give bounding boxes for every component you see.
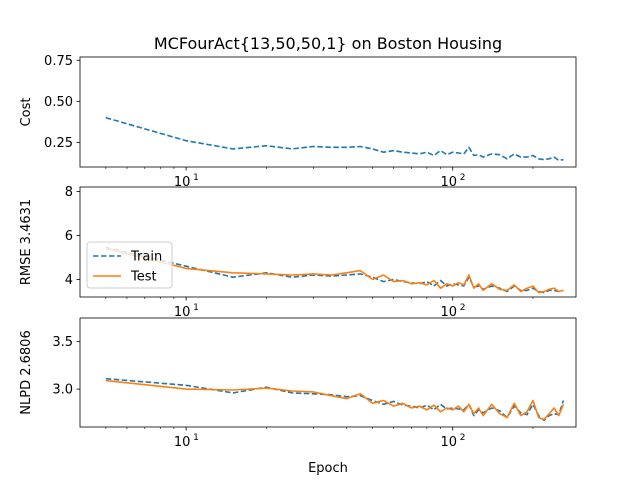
x-tick-label-exponent: 1 [193, 303, 199, 313]
x-tick-label: 10 [440, 175, 457, 190]
y-tick-label: 4 [65, 273, 73, 288]
x-tick-label: 10 [440, 435, 457, 450]
series-line-train [105, 246, 564, 294]
y-axis-label: Cost [19, 98, 34, 127]
y-tick-label: 0.25 [44, 136, 73, 151]
chart-title: MCFourAct{13,50,50,1} on Boston Housing [154, 34, 502, 53]
axes-frame [79, 317, 577, 428]
legend: Train Test [86, 241, 173, 289]
y-tick-label: 0.50 [44, 95, 73, 110]
y-tick-label: 0.75 [44, 54, 73, 69]
series-line-train [105, 377, 565, 422]
axes-frame [79, 56, 577, 168]
axes-frame [79, 186, 577, 298]
legend-label-train: Train [130, 250, 162, 265]
x-tick-label: 10 [440, 305, 457, 320]
x-tick-label: 10 [174, 305, 191, 320]
y-tick-label: 3.5 [52, 335, 73, 350]
y-tick-label: 8 [65, 185, 73, 200]
y-tick-label: 3.0 [52, 383, 73, 398]
series-line-test [105, 247, 564, 294]
legend-label-test: Test [130, 270, 157, 285]
x-tick-label: 10 [174, 175, 191, 190]
x-axis-label: Epoch [308, 461, 348, 476]
x-tick-label-exponent: 2 [460, 173, 466, 183]
x-tick-label-exponent: 2 [460, 433, 466, 443]
series-line-train [105, 116, 564, 162]
series-line-test [105, 379, 565, 421]
x-tick-label-exponent: 2 [460, 303, 466, 313]
x-tick-label: 10 [174, 435, 191, 450]
y-axis-label: RMSE 3.4631 [19, 199, 34, 285]
y-axis-label: NLPD 2.6806 [19, 330, 34, 414]
y-tick-label: 6 [65, 229, 73, 244]
x-tick-label-exponent: 1 [193, 433, 199, 443]
x-tick-label-exponent: 1 [193, 173, 199, 183]
